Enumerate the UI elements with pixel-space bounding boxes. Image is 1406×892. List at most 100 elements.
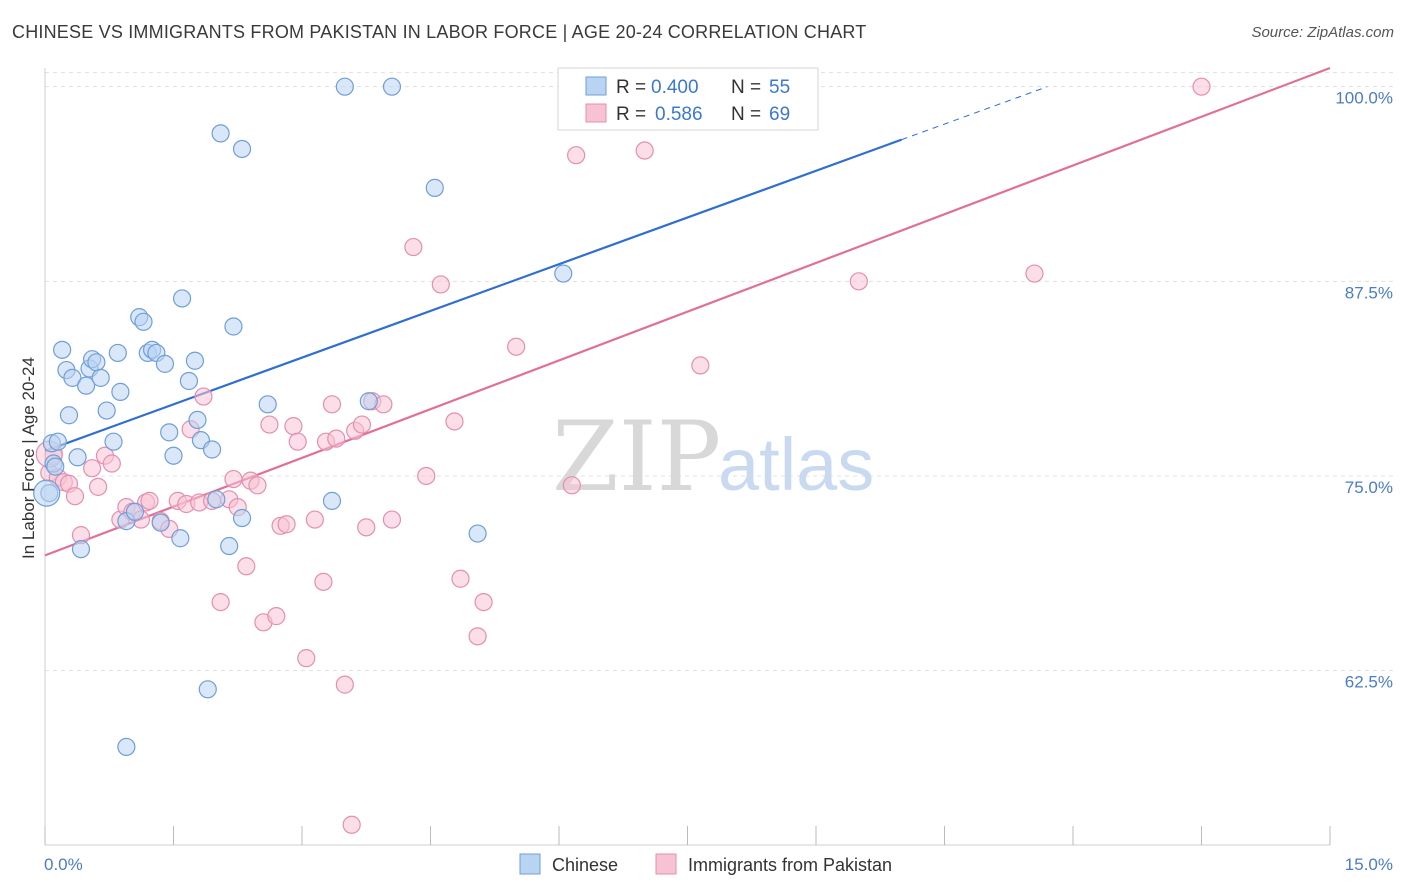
data-point-chinese (207, 490, 226, 509)
data-point-pakistan (314, 572, 333, 591)
data-point-chinese (164, 446, 183, 465)
watermark-atlas: atlas (718, 423, 874, 506)
data-point-chinese-cluster (33, 479, 61, 507)
legend-n-value-pakistan: 69 (769, 104, 790, 125)
data-point-pakistan (849, 272, 868, 291)
data-point-chinese (185, 351, 205, 370)
data-point-chinese (220, 536, 239, 556)
legend-r-label-chinese: R = (616, 77, 646, 98)
data-point-pakistan (474, 592, 493, 612)
data-point-pakistan (224, 469, 243, 489)
trendline-chinese (44, 138, 903, 453)
data-point-chinese (188, 410, 207, 430)
trendline-pakistan (44, 66, 1331, 557)
data-point-chinese (322, 491, 342, 510)
legend-n-value-chinese: 55 (769, 77, 790, 98)
data-point-chinese (59, 406, 79, 425)
x-tick-label-min: 0.0% (44, 855, 83, 874)
data-point-pakistan (102, 454, 121, 473)
data-point-pakistan (691, 356, 710, 375)
data-point-pakistan (260, 415, 279, 434)
data-point-pakistan (194, 387, 213, 406)
x-tick-label-max: 15.0% (1345, 855, 1393, 874)
data-point-pakistan (267, 607, 286, 626)
y-tick-label: 100.0% (1335, 89, 1393, 108)
data-point-pakistan (567, 146, 586, 165)
legend-swatch-chinese (585, 76, 607, 96)
chart-title: CHINESE VS IMMIGRANTS FROM PAKISTAN IN L… (12, 22, 867, 42)
legend-r-label-pakistan: R = (616, 104, 646, 125)
bottom-legend-swatch-pakistan (655, 853, 677, 875)
data-point-pakistan (404, 237, 423, 257)
data-point-chinese (97, 401, 116, 420)
data-point-pakistan (89, 477, 108, 496)
watermark-zip: ZIP (552, 401, 721, 513)
data-point-chinese (46, 457, 65, 476)
data-point-pakistan (335, 675, 354, 694)
data-point-chinese (151, 513, 170, 532)
data-point-pakistan (327, 429, 346, 448)
y-tick-label: 87.5% (1345, 283, 1393, 302)
data-point-pakistan (451, 569, 470, 588)
data-point-chinese (335, 77, 354, 96)
data-point-pakistan (382, 510, 402, 529)
data-point-chinese (172, 289, 192, 308)
data-point-pakistan (342, 815, 361, 834)
gridlines (45, 72, 1395, 672)
data-point-chinese (179, 371, 199, 391)
data-point-pakistan (431, 275, 450, 294)
data-point-chinese (68, 448, 87, 467)
legend-swatch-pakistan (585, 103, 607, 123)
data-point-chinese (108, 343, 127, 363)
data-point-chinese (87, 353, 106, 372)
data-point-pakistan (211, 592, 230, 612)
bottom-legend-label-pakistan: Immigrants from Pakistan (688, 855, 892, 875)
data-point-pakistan (1192, 77, 1211, 96)
data-point-pakistan (284, 417, 303, 436)
data-point-chinese (125, 502, 145, 521)
data-point-chinese (63, 368, 82, 387)
data-point-pakistan (635, 141, 654, 160)
data-point-chinese (91, 368, 110, 387)
data-point-chinese (48, 432, 67, 451)
data-point-pakistan (277, 515, 296, 534)
y-axis-title: In Labor Force | Age 20-24 (19, 357, 38, 559)
ticks (44, 826, 1331, 845)
data-point-chinese (202, 440, 222, 459)
legend-n-label-pakistan: N = (731, 104, 761, 125)
data-point-pakistan (352, 415, 372, 434)
data-point-chinese (155, 354, 175, 373)
data-point-pakistan (305, 510, 324, 529)
data-point-pakistan (297, 649, 316, 668)
data-point-chinese (160, 423, 179, 442)
data-point-chinese (211, 124, 230, 143)
data-point-chinese (232, 508, 252, 528)
data-point-chinese (359, 392, 378, 411)
data-point-chinese (382, 77, 402, 96)
data-point-chinese (117, 737, 136, 757)
data-point-pakistan (507, 337, 526, 356)
data-point-pakistan (417, 466, 436, 486)
data-point-chinese (77, 376, 96, 395)
data-point-chinese (224, 317, 243, 336)
data-point-chinese (198, 680, 217, 699)
bottom-legend-label-chinese: Chinese (552, 855, 618, 875)
data-point-pakistan (562, 476, 581, 495)
data-point-pakistan (322, 395, 342, 414)
data-point-pakistan (288, 432, 307, 451)
data-point-pakistan (65, 487, 85, 506)
y-tick-label: 75.0% (1345, 478, 1393, 497)
bottom-legend: Chinese Immigrants from Pakistan (519, 853, 892, 875)
data-point-chinese (134, 312, 153, 331)
legend-r-value-pakistan: 0.586 (655, 104, 703, 125)
data-point-chinese (104, 432, 123, 451)
data-point-chinese (111, 382, 130, 401)
trendline-chinese-extension (901, 86, 1048, 141)
data-point-chinese (171, 529, 190, 548)
legend-r-value-chinese: 0.400 (651, 77, 699, 98)
data-point-chinese (53, 340, 72, 359)
y-tick-label: 62.5% (1345, 673, 1393, 692)
data-point-chinese (554, 264, 573, 283)
source-note: Source: ZipAtlas.com (1251, 24, 1394, 41)
